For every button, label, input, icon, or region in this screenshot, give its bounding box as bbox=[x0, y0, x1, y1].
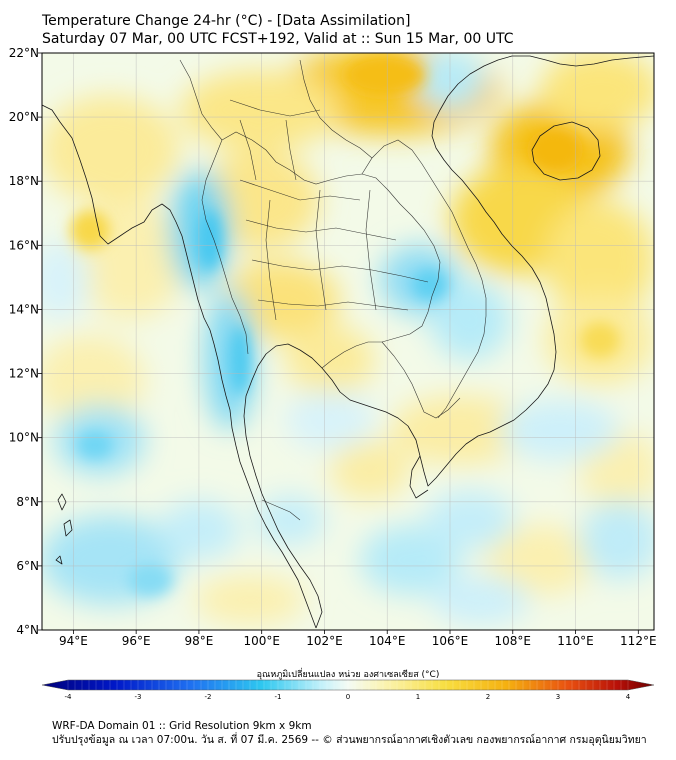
temperature-field bbox=[42, 53, 654, 630]
lat-tick-labels: 22°N 20°N 18°N 16°N 14°N 12°N 10°N 8°N 6°N 4°N bbox=[9, 46, 42, 637]
lon-tick-label: 102°E bbox=[306, 634, 343, 648]
footer: WRF-DA Domain 01 :: Grid Resolution 9km … bbox=[52, 719, 647, 747]
lon-tick-label: 106°E bbox=[432, 634, 469, 648]
coastlines bbox=[42, 55, 654, 629]
colorbar: อุณหภูมิเปลี่ยนแปลง หน่วย องศาเซลเซียส (… bbox=[41, 667, 655, 701]
lat-tick-label: 18°N bbox=[9, 174, 39, 188]
footer-credit: ปรับปรุงข้อมูล ณ เวลา 07:00น. วัน ส. ที่… bbox=[52, 734, 647, 746]
lon-tick-label: 108°E bbox=[495, 634, 532, 648]
lat-tick-label: 4°N bbox=[16, 623, 39, 637]
lat-tick-label: 8°N bbox=[16, 495, 39, 509]
lon-tick-label: 96°E bbox=[122, 634, 151, 648]
lon-tick-label: 110°E bbox=[557, 634, 594, 648]
colorbar-tick-label: 2 bbox=[486, 693, 490, 701]
colorbar-tick-label: -3 bbox=[135, 693, 142, 701]
colorbar-tick-label: 3 bbox=[556, 693, 560, 701]
lon-tick-label: 98°E bbox=[184, 634, 213, 648]
map-subtitle: Saturday 07 Mar, 00 UTC FCST+192, Valid … bbox=[42, 31, 514, 47]
footer-model-info: WRF-DA Domain 01 :: Grid Resolution 9km … bbox=[52, 720, 312, 732]
lon-tick-label: 104°E bbox=[369, 634, 406, 648]
borders bbox=[179, 59, 487, 521]
lat-tick-label: 12°N bbox=[9, 367, 39, 381]
colorbar-ticks: -4 -3 -2 -1 0 1 2 3 4 bbox=[65, 680, 631, 701]
lat-tick-label: 22°N bbox=[9, 46, 39, 60]
lat-tick-label: 14°N bbox=[9, 302, 39, 316]
lon-tick-label: 94°E bbox=[59, 634, 88, 648]
lon-tick-label: 100°E bbox=[243, 634, 280, 648]
lat-tick-label: 16°N bbox=[9, 238, 39, 252]
colorbar-tick-label: -1 bbox=[275, 693, 282, 701]
colorbar-tick-label: 1 bbox=[416, 693, 420, 701]
lat-tick-label: 10°N bbox=[9, 431, 39, 445]
lat-tick-label: 6°N bbox=[16, 559, 39, 573]
field-details bbox=[70, 55, 620, 596]
colorbar-tick-label: 4 bbox=[626, 693, 631, 701]
title-block: Temperature Change 24-hr (°C) - [Data As… bbox=[42, 12, 513, 48]
map-frame bbox=[41, 52, 655, 631]
lon-tick-label: 112°E bbox=[620, 634, 657, 648]
colorbar-title: อุณหภูมิเปลี่ยนแปลง หน่วย องศาเซลเซียส (… bbox=[257, 667, 440, 680]
colorbar-tick-label: -2 bbox=[205, 693, 212, 701]
colorbar-tick-label: -4 bbox=[65, 693, 73, 701]
colorbar-tick-label: 0 bbox=[346, 693, 350, 701]
map-title: Temperature Change 24-hr (°C) - [Data As… bbox=[42, 13, 411, 29]
lon-tick-labels: 94°E 96°E 98°E 100°E 102°E 104°E 106°E 108°E 110… bbox=[59, 630, 657, 648]
map-gridlines bbox=[42, 53, 654, 630]
lat-tick-label: 20°N bbox=[9, 110, 39, 124]
